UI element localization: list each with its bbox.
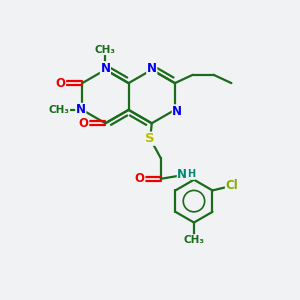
Text: N: N [76,103,86,116]
Text: CH₃: CH₃ [49,105,70,115]
Text: O: O [135,172,145,185]
Text: N: N [147,62,157,75]
Text: O: O [56,76,66,90]
Text: CH₃: CH₃ [95,44,116,55]
Text: N: N [172,105,182,118]
Text: S: S [146,132,155,145]
Text: N: N [100,62,110,75]
Text: H: H [187,169,195,179]
Text: O: O [79,117,89,130]
Text: Cl: Cl [225,179,238,193]
Text: N: N [177,168,188,181]
Text: CH₃: CH₃ [184,235,205,245]
